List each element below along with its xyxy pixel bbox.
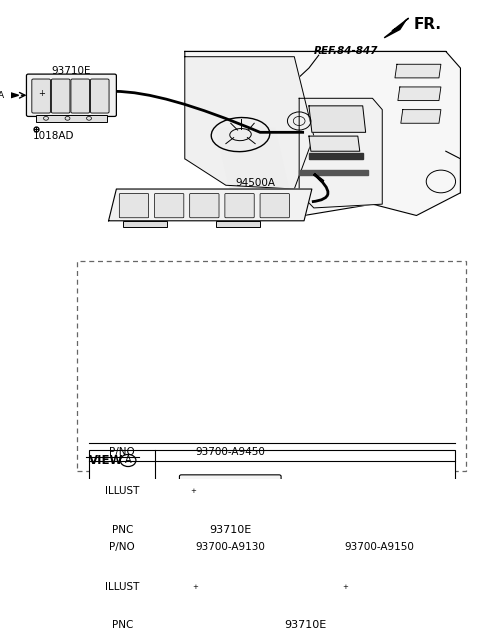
- FancyBboxPatch shape: [334, 575, 356, 599]
- Text: 93700-A9150: 93700-A9150: [345, 542, 415, 553]
- Polygon shape: [216, 128, 289, 193]
- FancyBboxPatch shape: [256, 480, 274, 505]
- FancyBboxPatch shape: [216, 221, 260, 227]
- FancyBboxPatch shape: [220, 480, 238, 505]
- Polygon shape: [9, 92, 19, 98]
- Polygon shape: [185, 51, 460, 215]
- Bar: [89, 450, 455, 633]
- FancyBboxPatch shape: [184, 575, 207, 599]
- FancyBboxPatch shape: [120, 194, 149, 218]
- Polygon shape: [299, 98, 382, 208]
- FancyBboxPatch shape: [207, 575, 229, 599]
- Text: +: +: [191, 489, 196, 494]
- FancyBboxPatch shape: [190, 194, 219, 218]
- FancyBboxPatch shape: [180, 570, 281, 603]
- FancyBboxPatch shape: [123, 221, 167, 227]
- Text: REF.84-847: REF.84-847: [314, 46, 378, 56]
- FancyBboxPatch shape: [202, 480, 220, 505]
- FancyBboxPatch shape: [392, 602, 411, 608]
- FancyBboxPatch shape: [401, 575, 424, 599]
- Text: ILLUST: ILLUST: [105, 582, 139, 592]
- FancyBboxPatch shape: [242, 506, 262, 513]
- Text: +: +: [342, 584, 348, 590]
- Text: VIEW: VIEW: [89, 454, 123, 467]
- FancyBboxPatch shape: [184, 480, 202, 505]
- Text: 1018AD: 1018AD: [33, 131, 75, 141]
- FancyBboxPatch shape: [71, 79, 89, 113]
- Text: +: +: [192, 584, 199, 590]
- FancyBboxPatch shape: [348, 602, 368, 608]
- Text: 93710E: 93710E: [284, 620, 326, 630]
- FancyBboxPatch shape: [356, 575, 379, 599]
- Text: 93700-A9130: 93700-A9130: [195, 542, 265, 553]
- Text: 93710E: 93710E: [209, 525, 252, 535]
- Text: P/NO: P/NO: [109, 542, 135, 553]
- Text: 93710E: 93710E: [52, 66, 91, 76]
- FancyBboxPatch shape: [90, 79, 109, 113]
- Text: P/NO: P/NO: [109, 447, 135, 457]
- FancyBboxPatch shape: [379, 575, 401, 599]
- FancyBboxPatch shape: [260, 194, 289, 218]
- Polygon shape: [299, 170, 368, 175]
- FancyBboxPatch shape: [199, 506, 218, 513]
- Polygon shape: [401, 110, 441, 123]
- Text: A: A: [125, 456, 132, 465]
- Polygon shape: [185, 57, 314, 189]
- FancyBboxPatch shape: [238, 480, 256, 505]
- FancyBboxPatch shape: [180, 475, 281, 508]
- Text: PNC: PNC: [111, 620, 133, 630]
- FancyBboxPatch shape: [229, 575, 252, 599]
- FancyBboxPatch shape: [252, 575, 274, 599]
- Text: FR.: FR.: [414, 16, 442, 32]
- FancyBboxPatch shape: [32, 79, 50, 113]
- FancyBboxPatch shape: [242, 602, 262, 608]
- Text: PNC: PNC: [111, 525, 133, 535]
- FancyBboxPatch shape: [26, 74, 116, 116]
- Bar: [77, 261, 466, 471]
- Polygon shape: [108, 189, 312, 221]
- Polygon shape: [398, 87, 441, 101]
- Text: A: A: [0, 91, 4, 100]
- Text: 94500A: 94500A: [236, 178, 276, 188]
- FancyBboxPatch shape: [199, 602, 218, 608]
- Polygon shape: [309, 106, 366, 132]
- FancyBboxPatch shape: [36, 115, 107, 122]
- FancyBboxPatch shape: [329, 570, 431, 603]
- Polygon shape: [384, 18, 408, 38]
- Polygon shape: [309, 153, 363, 159]
- Polygon shape: [309, 136, 360, 151]
- Text: ILLUST: ILLUST: [105, 487, 139, 496]
- FancyBboxPatch shape: [155, 194, 184, 218]
- Text: 93700-A9450: 93700-A9450: [195, 447, 265, 457]
- FancyBboxPatch shape: [51, 79, 70, 113]
- Text: +: +: [37, 89, 45, 98]
- FancyBboxPatch shape: [225, 194, 254, 218]
- Polygon shape: [395, 65, 441, 78]
